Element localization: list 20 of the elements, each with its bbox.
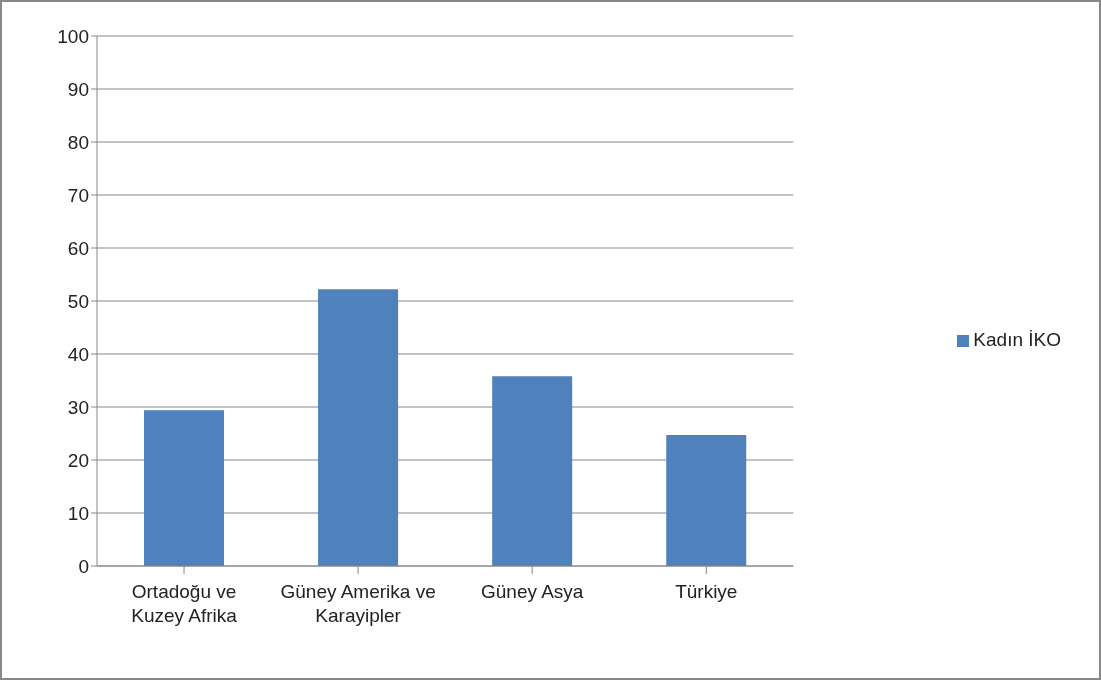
x-tick-label: Güney Amerika ve Karayipler — [280, 581, 436, 626]
y-tick-label: 60 — [67, 237, 89, 259]
y-tick-label: 10 — [67, 502, 89, 524]
legend-label: Kadın İKO — [973, 329, 1061, 350]
y-tick-label: 0 — [78, 555, 89, 577]
y-tick-label: 70 — [67, 184, 89, 206]
bar — [318, 289, 399, 566]
y-tick-label: 100 — [57, 25, 89, 47]
y-tick-label: 40 — [67, 343, 89, 365]
bar — [492, 376, 573, 566]
y-tick-label: 20 — [67, 449, 89, 471]
y-tick-label: 50 — [67, 290, 89, 312]
y-tick-label: 90 — [67, 78, 89, 100]
y-tick-label: 30 — [67, 396, 89, 418]
x-tick-label: Türkiye — [675, 581, 738, 602]
x-tick-label: Güney Asya — [480, 581, 584, 602]
x-tick-label: Ortadoğu ve Kuzey Afrika — [131, 581, 238, 626]
bar — [144, 410, 224, 566]
bar — [666, 435, 747, 566]
y-tick-label: 80 — [67, 131, 89, 153]
